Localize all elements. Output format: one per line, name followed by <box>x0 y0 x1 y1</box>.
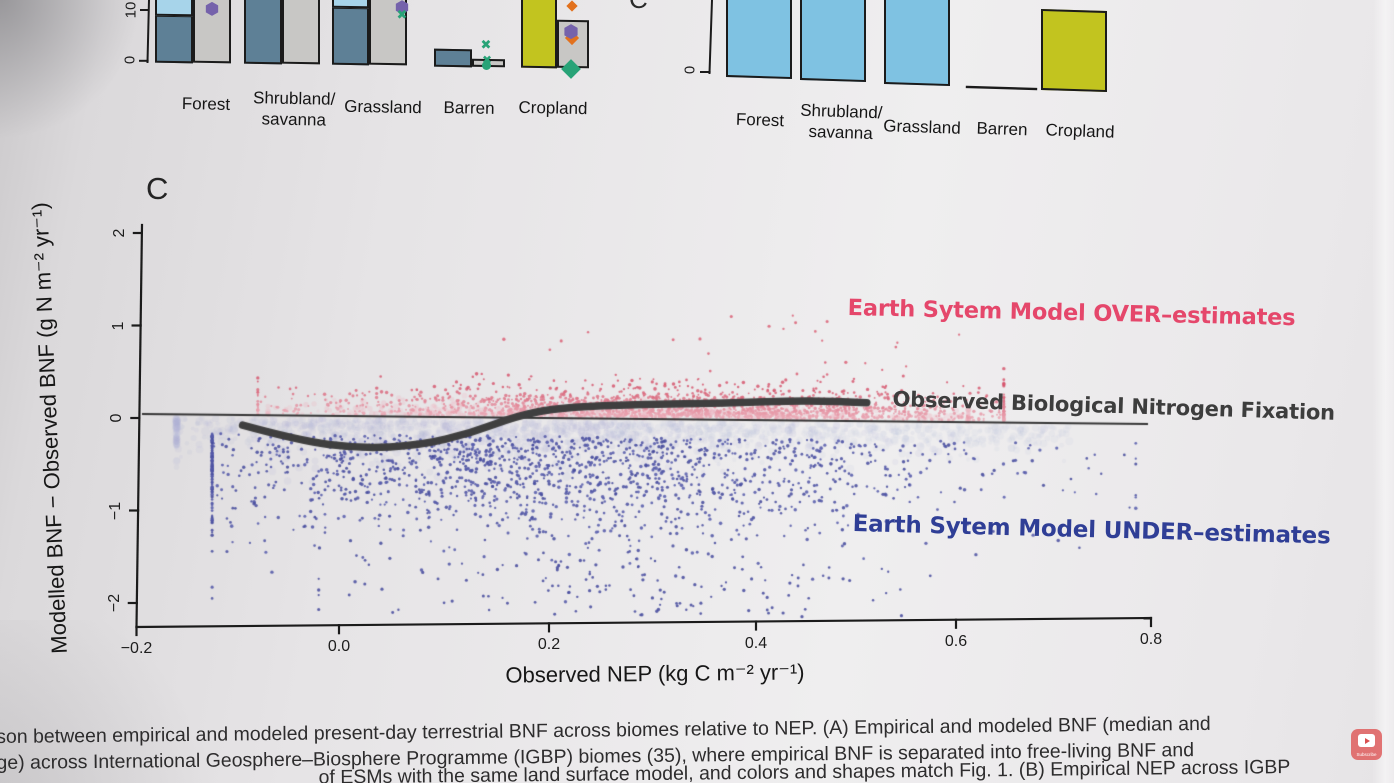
panel-a-tick-label: 0 <box>121 55 139 65</box>
x-tick-label: 0.4 <box>744 634 768 652</box>
subscribe-watermark-button[interactable]: Subscribe <box>1351 729 1382 760</box>
panel-a-tick-label: 10 <box>122 1 140 19</box>
y-tick-label: −2 <box>105 593 123 613</box>
green-circle-marker <box>481 60 491 70</box>
green-cross-marker: ✖ <box>396 7 408 23</box>
purple-hexagon-marker <box>395 0 409 15</box>
y-tick-label: −1 <box>107 501 125 520</box>
y-tick-label: 2 <box>110 228 128 238</box>
panel-b-tick-label: 0 <box>681 65 699 75</box>
x-tick-label: 0.6 <box>944 632 968 650</box>
y-tick-label: 0 <box>108 413 126 423</box>
y-tick-label: 1 <box>109 321 127 330</box>
purple-hexagon-marker <box>564 24 578 40</box>
panel-b-cropped-axis-letter: C <box>629 0 648 15</box>
page-edge-highlight <box>1372 0 1394 783</box>
green-cross-marker: ✖ <box>480 38 492 54</box>
x-tick-label: 0.8 <box>1139 631 1163 648</box>
youtube-play-icon <box>1358 734 1375 747</box>
x-tick-label: 0.0 <box>327 638 351 656</box>
x-axis-title: Observed NEP (kg C m⁻² yr⁻¹) <box>505 659 805 688</box>
subscribe-label: Subscribe <box>1356 752 1377 757</box>
x-tick-label: 0.2 <box>537 636 561 654</box>
panel-c-label: C <box>146 171 170 206</box>
purple-hexagon-marker <box>205 1 219 16</box>
x-tick-label: −0.2 <box>120 640 153 657</box>
green-cross-marker: ✖ <box>481 54 493 66</box>
